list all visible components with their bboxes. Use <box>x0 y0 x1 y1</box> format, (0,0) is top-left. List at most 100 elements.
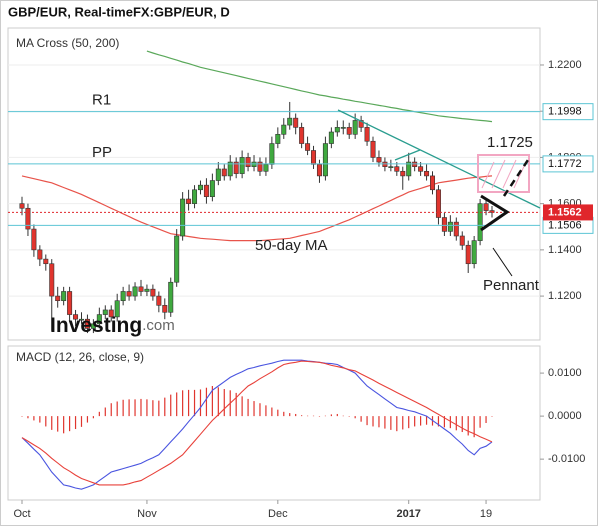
logo: Investing.com <box>50 314 175 337</box>
histogram-bar <box>312 415 315 417</box>
candle-body <box>162 305 168 313</box>
x-tick-label: Nov <box>137 508 157 520</box>
ma-annotation: 50-day MA <box>255 237 328 254</box>
candle-body <box>477 203 483 241</box>
candle-body <box>126 291 132 297</box>
histogram-bar <box>289 413 291 417</box>
candle-body <box>447 221 453 232</box>
histogram-bar <box>324 415 327 417</box>
macd-line <box>21 359 493 490</box>
candle-body <box>483 203 489 211</box>
histogram-bar <box>193 389 196 417</box>
candle-body <box>25 207 31 230</box>
histogram-bar <box>128 399 130 417</box>
x-tick-label: 19 <box>480 508 492 520</box>
histogram-bar <box>306 415 309 417</box>
histogram-bar <box>104 407 106 417</box>
histogram-bar <box>473 416 475 438</box>
pointer-line <box>492 247 513 277</box>
candle-body <box>328 131 334 144</box>
target-box <box>477 154 530 193</box>
main-panel <box>7 27 541 341</box>
histogram-bar <box>491 416 493 417</box>
macd-title: MACD (12, 26, close, 9) <box>16 350 144 364</box>
histogram-bar <box>449 416 451 429</box>
histogram-bar <box>485 416 487 423</box>
logo-main: Investing <box>50 314 142 337</box>
histogram-bar <box>467 416 469 436</box>
histogram-bar <box>283 411 285 417</box>
candle-body <box>316 164 322 177</box>
histogram-bar <box>134 399 136 417</box>
level-name: R1 <box>92 92 111 109</box>
histogram-bar <box>366 416 368 426</box>
histogram-bar <box>271 407 273 417</box>
main-layer: 1.12001.14001.16001.18001.20001.2200OctN… <box>8 50 594 520</box>
candle-body <box>84 318 90 329</box>
level-name: PP <box>92 144 112 161</box>
candle-body <box>174 235 180 283</box>
candle-body <box>19 203 25 209</box>
histogram-bar <box>360 416 362 422</box>
candle-body <box>108 309 114 318</box>
histogram-bar <box>241 396 243 417</box>
trend-line <box>394 149 421 161</box>
candle-body <box>370 140 376 158</box>
candle-body <box>376 157 382 163</box>
candle-body <box>281 124 287 135</box>
histogram-bar <box>247 398 249 417</box>
candle-body <box>287 117 293 126</box>
histogram-bar <box>330 414 332 417</box>
logo-suffix: .com <box>142 317 175 334</box>
candle-body <box>406 161 412 177</box>
candle-body <box>197 184 203 191</box>
histogram-bar <box>146 399 148 417</box>
histogram-bar <box>223 389 225 417</box>
candle-body <box>275 134 281 144</box>
candle-body <box>132 286 138 297</box>
candle-body <box>227 161 233 177</box>
candle-body <box>305 143 311 151</box>
candle-body <box>61 291 67 302</box>
candle-body <box>73 314 79 320</box>
x-tick-label: Dec <box>268 508 288 520</box>
candle-body <box>215 168 221 181</box>
candle-body <box>203 184 209 198</box>
pennant-annotation: Pennant <box>483 277 540 294</box>
histogram-bar <box>122 399 124 417</box>
histogram-bar <box>265 405 267 417</box>
candle-body <box>49 263 55 297</box>
histogram-bar <box>295 413 297 417</box>
candle-body <box>31 228 37 251</box>
candle-body <box>138 286 144 292</box>
histogram-bar <box>301 415 303 417</box>
candle-body <box>441 217 447 232</box>
histogram-bar <box>259 403 261 417</box>
histogram-bar <box>92 416 94 419</box>
candle-body <box>424 170 430 177</box>
candle-body <box>239 157 245 174</box>
chart-title: GBP/EUR, Real-timeFX:GBP/EUR, D <box>8 4 230 19</box>
candle-body <box>430 175 436 191</box>
histogram-bar <box>182 390 184 417</box>
level-label: 1.1506 <box>548 219 582 231</box>
histogram-bar <box>86 416 89 423</box>
histogram-bar <box>402 416 404 430</box>
histogram-bar <box>396 416 398 432</box>
histogram-bar <box>51 416 53 430</box>
candle-body <box>114 300 120 318</box>
histogram-bar <box>211 386 213 417</box>
histogram-bar <box>372 416 374 427</box>
x-tick-label: 2017 <box>396 508 420 520</box>
histogram-bar <box>27 416 29 419</box>
candle-body <box>90 323 96 329</box>
candle-body <box>293 117 299 128</box>
histogram-bar <box>443 416 446 428</box>
candle-body <box>150 288 156 297</box>
histogram-bar <box>152 400 154 417</box>
histogram-bar <box>74 416 77 430</box>
candle-body <box>102 309 108 315</box>
histogram-bar <box>420 416 422 426</box>
histogram-bar <box>98 411 100 417</box>
